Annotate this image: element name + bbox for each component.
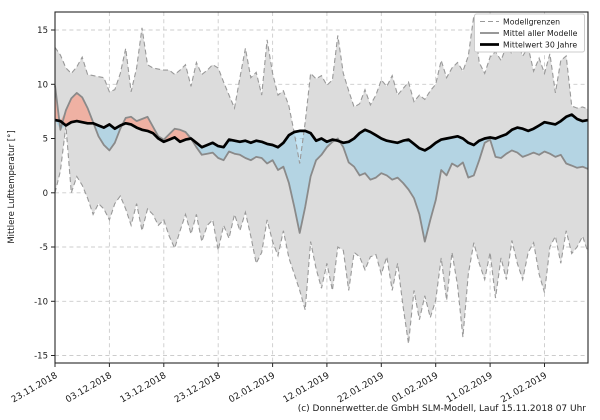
y-axis-label: Mittlere Lufttemperatur [°] [7,130,17,243]
legend-item-label: Mittelwert 30 Jahre [503,41,577,50]
model-upper-bound-line [54,15,589,164]
model-lower-bound-line [54,125,589,344]
y-tick-label: -15 [34,352,48,362]
y-tick-label: 10 [37,80,48,90]
below-normal-area [55,114,588,242]
model-range-area [55,15,588,344]
y-tick-label: 15 [37,26,48,36]
y-tick-label: -5 [40,243,48,253]
climate-mean-line [54,113,589,152]
plot-border [54,11,589,364]
y-tick-label: 5 [43,135,48,145]
model-mean-line [54,85,589,243]
source-caption: (c) Donnerwetter.de GmbH SLM-Modell, Lau… [298,404,587,414]
legend-item-label: Modellgrenzen [503,18,560,27]
legend-box [474,13,585,53]
legend-item-label: Mittel aller Modelle [503,29,578,38]
y-tick-label: -10 [34,297,48,307]
y-tick-label: 0 [43,189,48,199]
